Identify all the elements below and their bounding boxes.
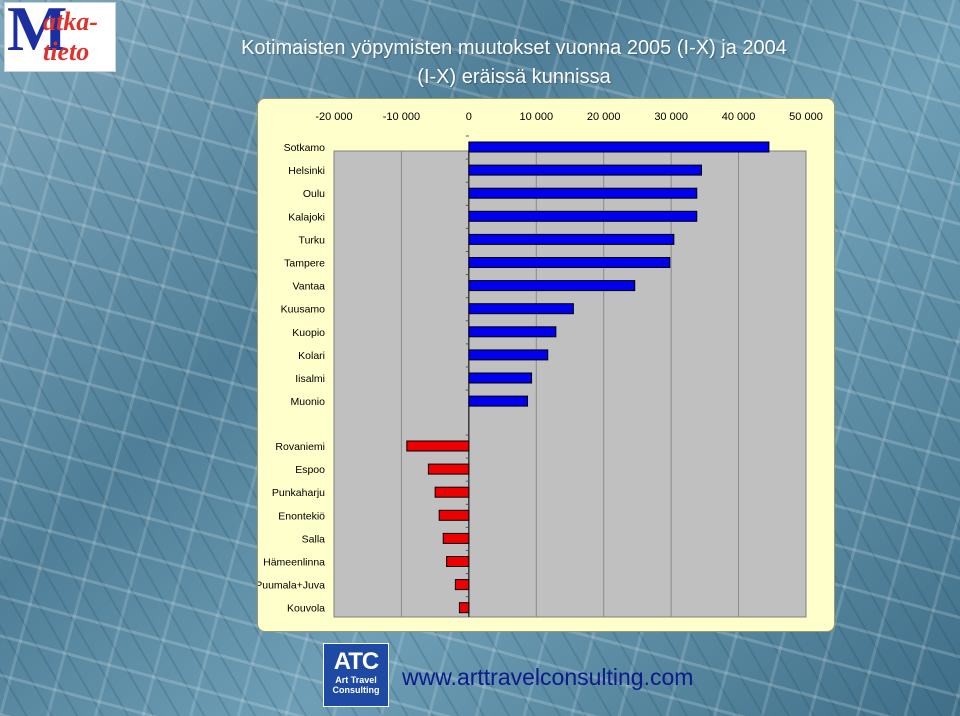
title-line-2: (I-X) eräissä kunnissa	[417, 66, 611, 88]
category-label: Kouvola	[287, 603, 325, 615]
category-label: Helsinki	[288, 165, 325, 177]
logo-text-line1: atka-	[43, 7, 98, 36]
bar	[454, 579, 470, 591]
logo-text-line2: tieto	[43, 37, 90, 66]
bar	[468, 349, 549, 361]
bar	[468, 257, 671, 268]
category-label: Espoo	[295, 464, 325, 476]
bar	[438, 509, 470, 521]
logo-letter: M	[7, 0, 68, 64]
matkatieto-logo: M atka- tieto	[4, 0, 116, 72]
bar-chart: -20 000 -10 000 0 10 000 20 000 30 000 40 000 5…	[258, 111, 823, 618]
category-label: Punkaharju	[272, 487, 325, 499]
atc-logo-mark: ATC	[333, 648, 380, 675]
chart-panel: -20 000 -10 000 0 10 000 20 000 30 000 40 000 5…	[257, 98, 835, 632]
x-tick-label: 40 000	[722, 111, 756, 123]
category-label: Kuopio	[292, 327, 325, 339]
category-label: Kalajoki	[288, 211, 325, 223]
bar	[468, 164, 702, 176]
bar	[468, 233, 675, 245]
website-url[interactable]: www.arttravelconsulting.com	[402, 664, 694, 690]
x-tick-label: -10 000	[383, 111, 420, 123]
category-label: Tampere	[284, 258, 325, 270]
bar	[406, 440, 470, 452]
x-tick-label: -20 000	[315, 111, 352, 123]
category-label: Vantaa	[293, 281, 326, 293]
plot-area	[333, 150, 807, 618]
category-label: Muonio	[291, 396, 326, 408]
bar	[434, 486, 470, 498]
bar	[468, 395, 529, 407]
category-label: Oulu	[303, 188, 325, 200]
category-label: Kolari	[298, 350, 325, 362]
bar	[468, 326, 557, 338]
bar	[468, 141, 770, 153]
category-label: Rovaniemi	[275, 441, 325, 453]
category-label: Hämeenlinna	[263, 557, 325, 569]
x-tick-label: 30 000	[654, 111, 688, 123]
atc-logo-line2: Consulting	[332, 685, 380, 695]
bar	[468, 372, 533, 384]
category-label: Turku	[299, 234, 326, 246]
category-label: Sotkamo	[284, 142, 326, 154]
atc-logo: ATC Art Travel Consulting	[323, 643, 389, 707]
category-label: Puumala+Juva	[258, 580, 325, 592]
x-tick-label: 20 000	[587, 111, 621, 123]
x-tick-label: 10 000	[519, 111, 553, 123]
category-label: Kuusamo	[281, 304, 326, 316]
x-tick-label: 0	[466, 111, 472, 123]
bar	[446, 556, 470, 567]
bar	[468, 303, 574, 315]
bar	[442, 532, 470, 544]
atc-logo-text: Art Travel Consulting	[324, 675, 388, 695]
title-line-1: Kotimaisten yöpymisten muutokset vuonna …	[241, 37, 787, 59]
bar	[427, 463, 470, 475]
category-label: Salla	[302, 533, 326, 545]
atc-logo-line1: Art Travel	[335, 675, 377, 685]
x-tick-label: 50 000	[789, 111, 823, 123]
page-title: Kotimaisten yöpymisten muutokset vuonna …	[120, 34, 908, 92]
bar	[468, 210, 698, 222]
bar	[468, 187, 698, 199]
bar	[458, 602, 470, 614]
category-label: Enontekiö	[278, 510, 325, 522]
bar	[468, 280, 636, 292]
category-label: Iisalmi	[295, 373, 325, 385]
